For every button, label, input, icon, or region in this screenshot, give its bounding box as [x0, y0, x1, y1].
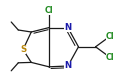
Text: Cl: Cl	[45, 6, 53, 14]
Text: N: N	[64, 62, 71, 70]
Text: Cl: Cl	[106, 53, 115, 62]
Text: N: N	[64, 23, 71, 32]
Text: Cl: Cl	[106, 32, 115, 40]
Text: S: S	[20, 45, 26, 54]
